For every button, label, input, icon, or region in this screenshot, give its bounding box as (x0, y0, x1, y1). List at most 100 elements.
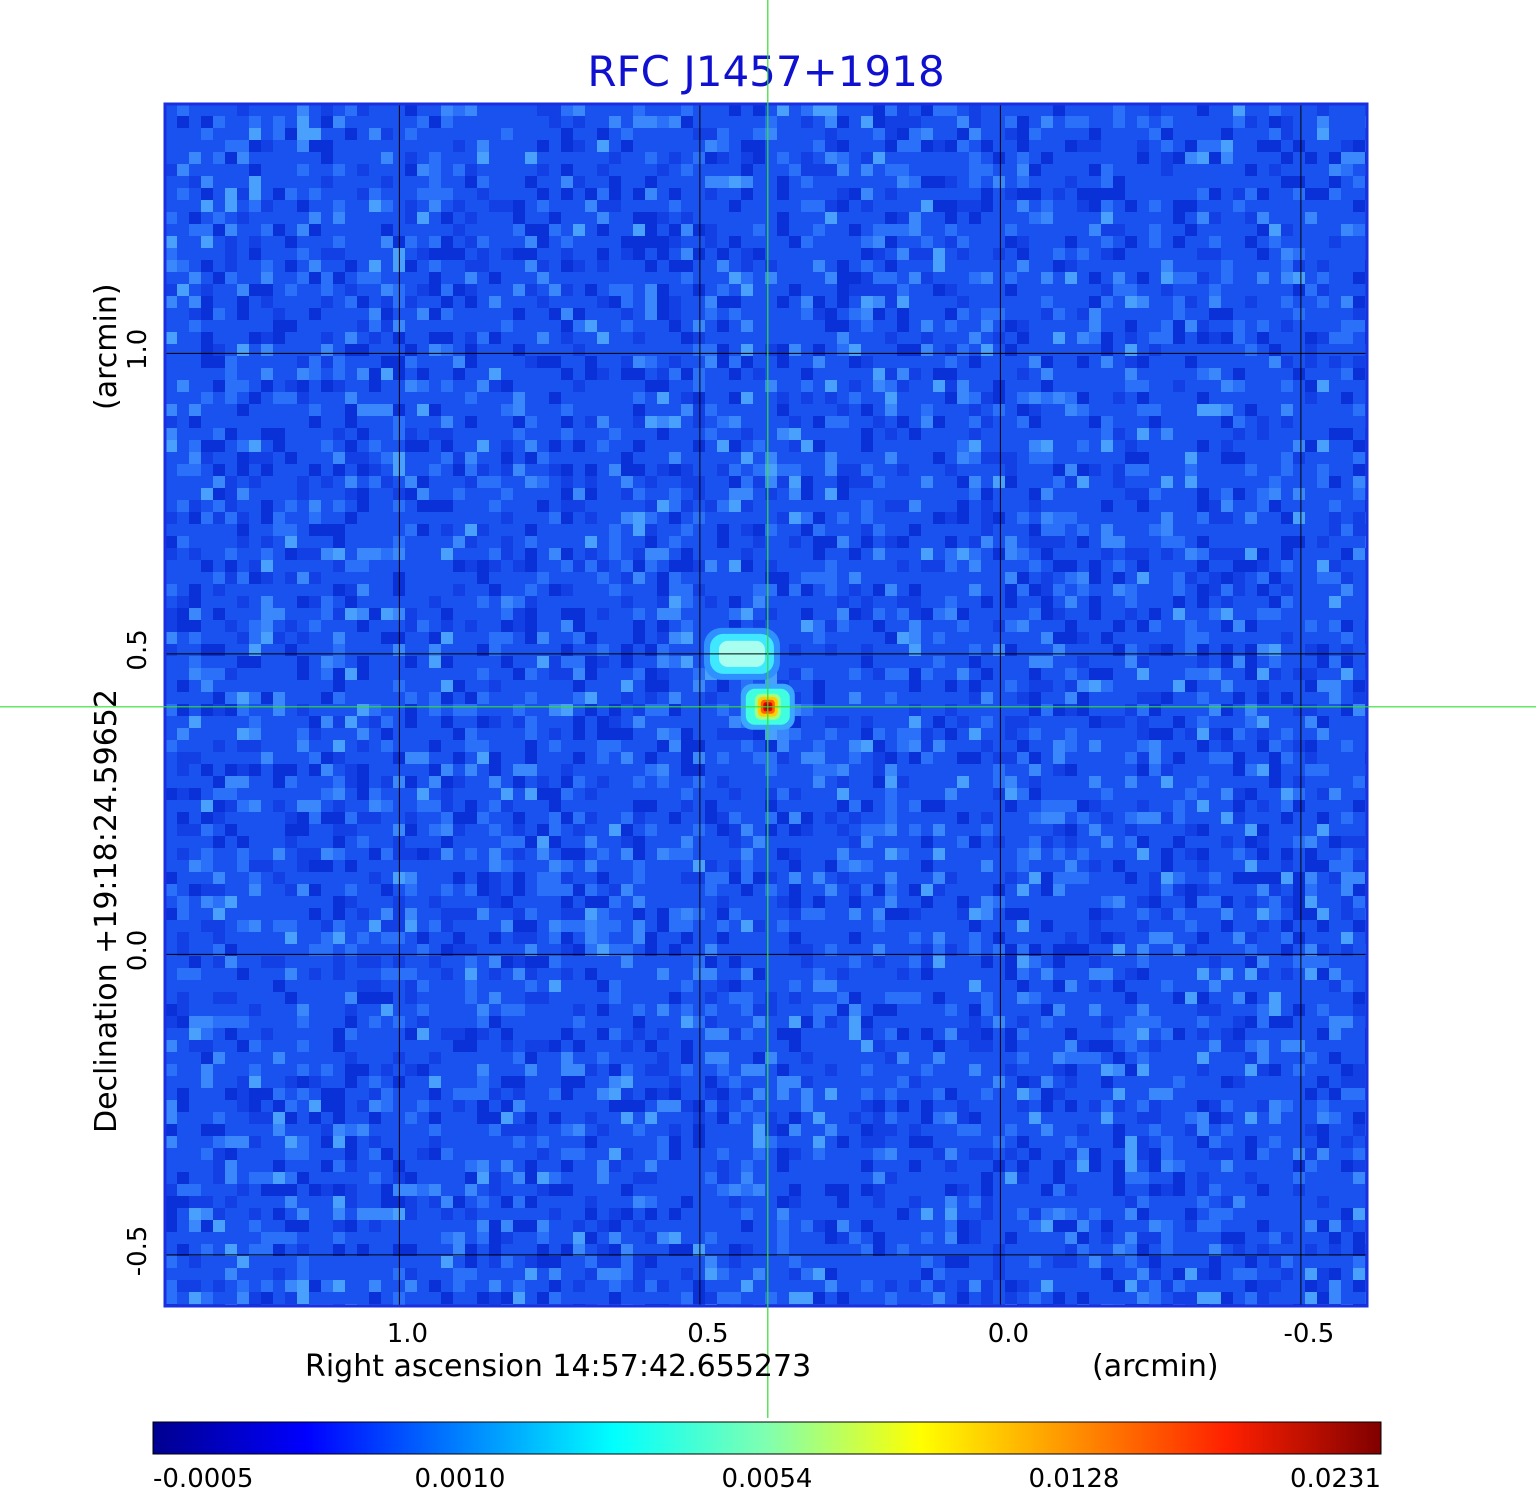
noise-pixel (189, 1292, 201, 1304)
noise-pixel (621, 1100, 633, 1112)
noise-pixel (693, 668, 705, 680)
noise-pixel (321, 296, 333, 308)
noise-pixel (861, 1028, 873, 1040)
noise-pixel (813, 908, 825, 920)
noise-pixel (237, 152, 249, 164)
noise-pixel (501, 608, 513, 620)
noise-pixel (1305, 740, 1317, 752)
noise-pixel (1041, 200, 1053, 212)
noise-pixel (1161, 932, 1173, 944)
noise-pixel (213, 344, 225, 356)
noise-pixel (1149, 620, 1161, 632)
noise-pixel (1197, 560, 1209, 572)
noise-pixel (1053, 104, 1065, 116)
noise-pixel (1317, 944, 1329, 956)
noise-pixel (513, 596, 525, 608)
noise-pixel (1161, 692, 1173, 704)
noise-pixel (1281, 860, 1293, 872)
noise-pixel (717, 1088, 729, 1100)
noise-pixel (1353, 464, 1365, 476)
noise-pixel (321, 440, 333, 452)
noise-pixel (669, 1136, 681, 1148)
noise-pixel (597, 128, 609, 140)
noise-pixel (885, 272, 897, 284)
noise-pixel (225, 188, 237, 200)
noise-pixel (945, 392, 957, 404)
noise-pixel (1281, 812, 1293, 824)
noise-pixel (1329, 1088, 1341, 1100)
noise-pixel (657, 500, 669, 512)
noise-pixel (1125, 1040, 1137, 1052)
noise-pixel (741, 1220, 753, 1232)
noise-pixel (369, 1208, 381, 1220)
noise-pixel (1197, 992, 1209, 1004)
noise-pixel (849, 668, 861, 680)
noise-pixel (1149, 1124, 1161, 1136)
noise-pixel (1329, 152, 1341, 164)
noise-pixel (717, 440, 729, 452)
noise-pixel (645, 1208, 657, 1220)
noise-pixel (681, 1268, 693, 1280)
noise-pixel (1041, 308, 1053, 320)
noise-pixel (345, 1028, 357, 1040)
noise-pixel (825, 572, 837, 584)
noise-pixel (621, 512, 633, 524)
noise-pixel (693, 860, 705, 872)
noise-pixel (789, 728, 801, 740)
noise-pixel (1281, 584, 1293, 596)
noise-pixel (825, 1220, 837, 1232)
noise-pixel (1197, 1004, 1209, 1016)
noise-pixel (633, 860, 645, 872)
noise-pixel (897, 1244, 909, 1256)
noise-pixel (1005, 548, 1017, 560)
noise-pixel (573, 440, 585, 452)
noise-pixel (405, 980, 417, 992)
noise-pixel (1005, 344, 1017, 356)
noise-pixel (813, 356, 825, 368)
noise-pixel (1329, 860, 1341, 872)
noise-pixel (861, 164, 873, 176)
noise-pixel (981, 140, 993, 152)
noise-pixel (801, 392, 813, 404)
noise-pixel (1257, 1184, 1269, 1196)
noise-pixel (1005, 452, 1017, 464)
noise-pixel (549, 860, 561, 872)
noise-pixel (837, 332, 849, 344)
noise-pixel (453, 872, 465, 884)
noise-pixel (465, 968, 477, 980)
noise-pixel (1005, 680, 1017, 692)
noise-pixel (297, 824, 309, 836)
noise-pixel (189, 1016, 201, 1028)
noise-pixel (765, 584, 777, 596)
noise-pixel (1329, 1112, 1341, 1124)
noise-pixel (1041, 368, 1053, 380)
noise-pixel (717, 680, 729, 692)
noise-pixel (489, 1220, 501, 1232)
noise-pixel (417, 500, 429, 512)
noise-pixel (1101, 188, 1113, 200)
noise-pixel (1161, 812, 1173, 824)
noise-pixel (201, 512, 213, 524)
noise-pixel (285, 812, 297, 824)
noise-pixel (1245, 656, 1257, 668)
noise-pixel (189, 500, 201, 512)
noise-pixel (309, 368, 321, 380)
noise-pixel (825, 620, 837, 632)
noise-pixel (321, 1064, 333, 1076)
noise-pixel (1233, 1196, 1245, 1208)
noise-pixel (1053, 956, 1065, 968)
noise-pixel (897, 500, 909, 512)
noise-pixel (1329, 1292, 1341, 1304)
noise-pixel (669, 1232, 681, 1244)
noise-pixel (1077, 1220, 1089, 1232)
noise-pixel (1065, 1052, 1077, 1064)
noise-pixel (645, 296, 657, 308)
noise-pixel (501, 1160, 513, 1172)
noise-pixel (789, 1028, 801, 1040)
noise-pixel (957, 1280, 969, 1292)
noise-pixel (993, 1268, 1005, 1280)
noise-pixel (945, 512, 957, 524)
noise-pixel (1173, 320, 1185, 332)
noise-pixel (309, 260, 321, 272)
noise-pixel (1341, 896, 1353, 908)
